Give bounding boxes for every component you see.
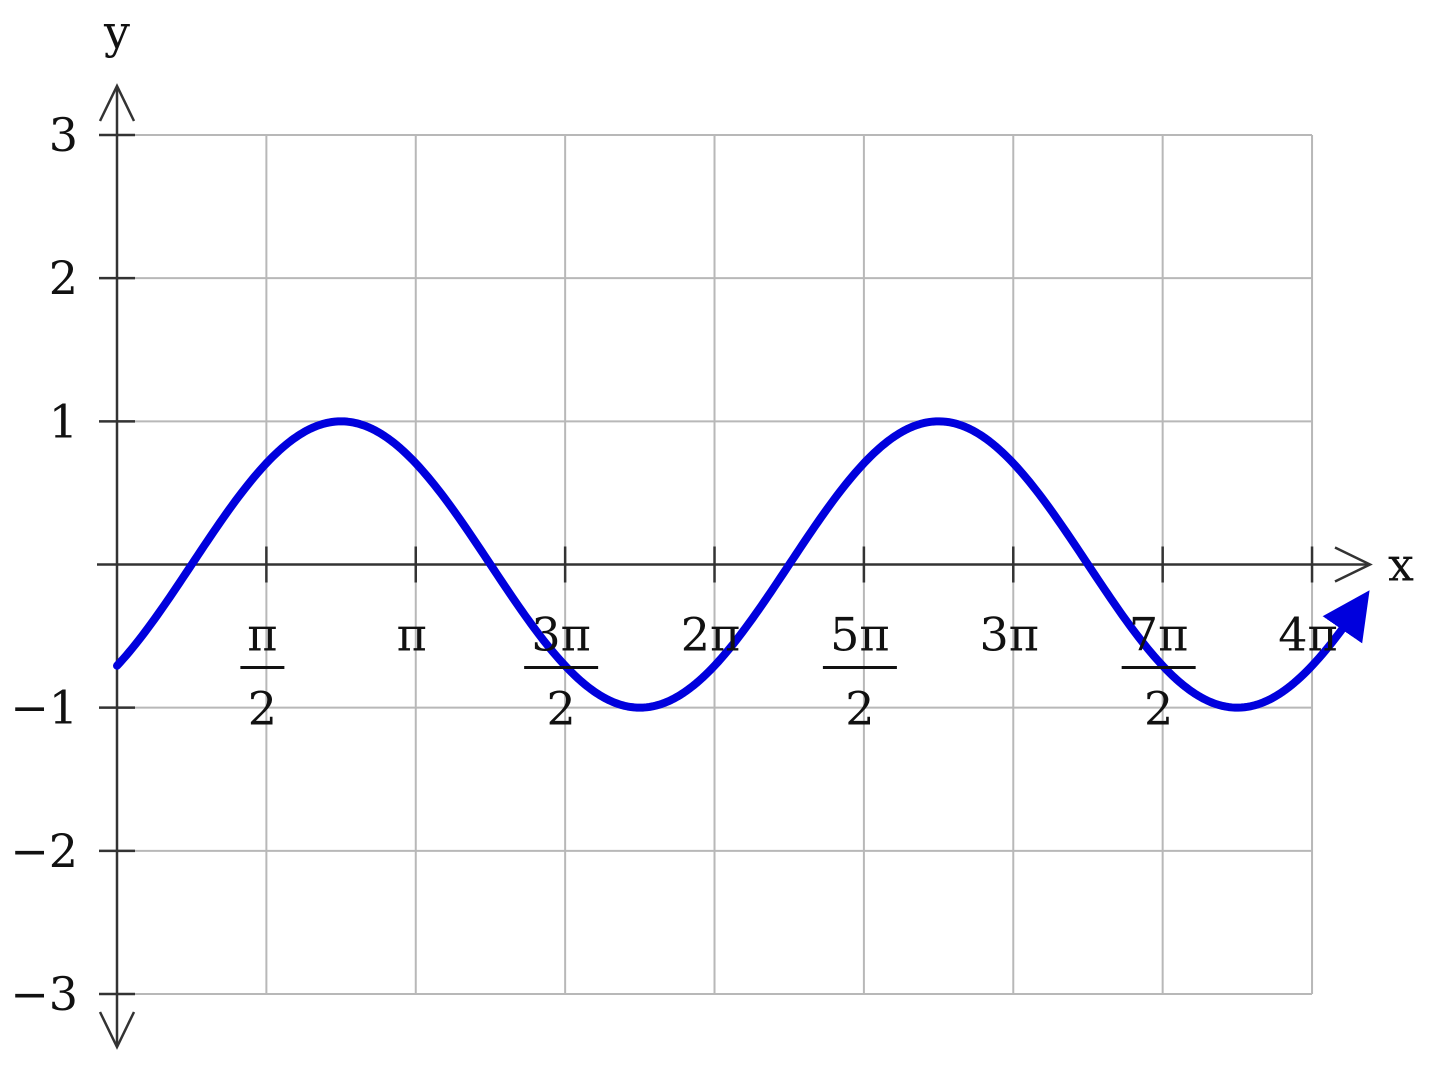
x-axis-label: x [1388,538,1414,592]
y-axis-label: y [103,5,130,59]
y-tick-label: 3 [49,108,78,162]
y-tick-label: 2 [49,251,78,305]
x-tick-label: π [397,608,427,662]
ticks [99,133,1314,996]
x-tick-label-denominator: 2 [1144,682,1173,736]
x-tick-label: 3π [980,608,1040,662]
series-line [113,417,1370,712]
x-tick-label: 2π [681,608,741,662]
y-tick-label: −2 [10,824,78,878]
x-tick-label-numerator: 5π [830,608,890,662]
axes [97,83,1373,1050]
x-tick-label-numerator: 7π [1129,608,1189,662]
y-axis-arrow-up [98,83,136,122]
x-tick-label-denominator: 2 [248,682,277,736]
x-tick-label-numerator: π [247,608,277,662]
y-axis-arrow-down [98,1011,136,1050]
x-tick-label-denominator: 2 [845,682,874,736]
x-axis-arrow [1334,546,1373,583]
x-tick-label: 4π [1278,608,1338,662]
x-tick-label-denominator: 2 [546,682,575,736]
x-tick-label-numerator: 3π [531,608,591,662]
y-tick-label: −1 [10,681,78,735]
y-tick-label: 1 [49,394,78,448]
series-group [113,417,1370,712]
y-tick-label: −3 [10,967,78,1021]
